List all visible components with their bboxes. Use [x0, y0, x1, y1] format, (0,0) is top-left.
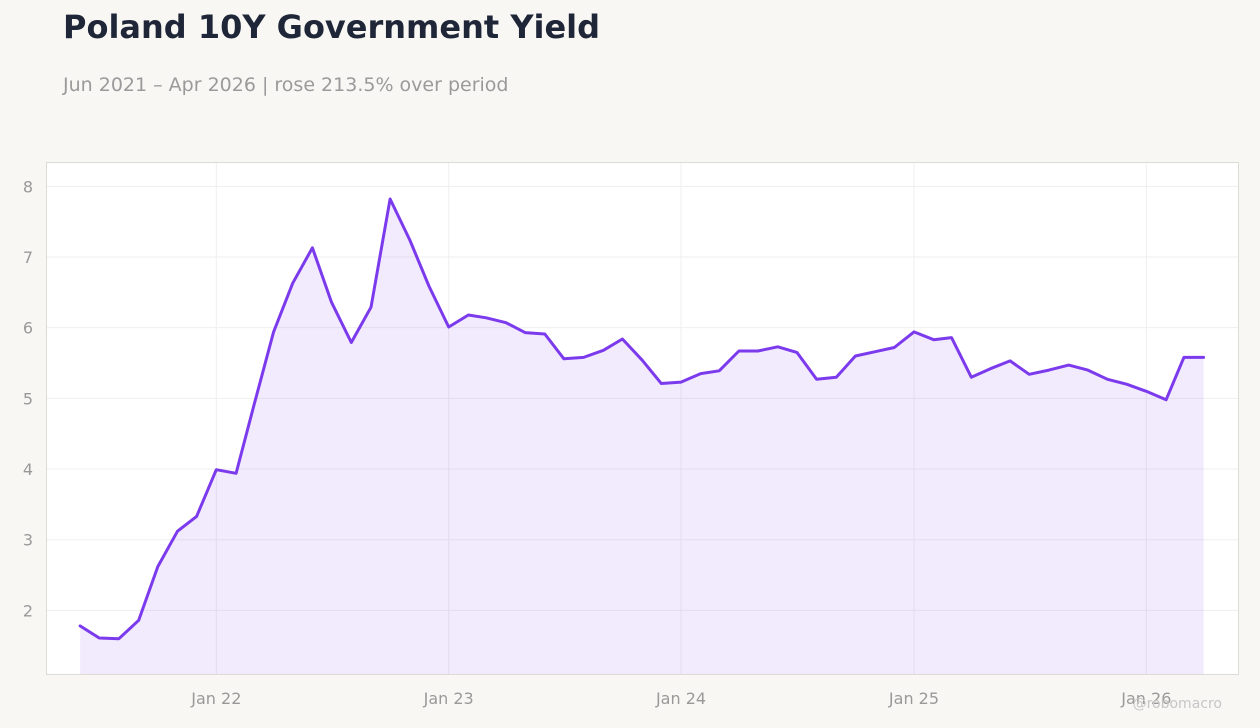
x-tick-label: Jan 25 [888, 689, 939, 708]
y-tick-label: 8 [23, 177, 33, 196]
y-tick-label: 5 [23, 389, 33, 408]
series-area-fill [80, 199, 1204, 674]
watermark: @robomacro [1132, 696, 1222, 712]
chart-title: Poland 10Y Government Yield [63, 8, 601, 46]
y-tick-label: 6 [23, 319, 33, 338]
plot-background [46, 162, 1239, 675]
y-axis-ticks: 2 3 4 5 6 7 8 [23, 177, 33, 620]
y-tick-label: 7 [23, 248, 33, 267]
grid [47, 163, 1238, 674]
y-tick-label: 2 [23, 601, 33, 620]
chart-subtitle: Jun 2021 – Apr 2026 | rose 213.5% over p… [63, 74, 509, 96]
x-axis-ticks: Jan 22 Jan 23 Jan 24 Jan 25 Jan 26 [190, 689, 1171, 708]
series-line [78, 197, 1206, 641]
x-tick-label: Jan 23 [423, 689, 474, 708]
y-tick-label: 4 [23, 460, 33, 479]
x-tick-label: Jan 26 [1120, 689, 1171, 708]
y-tick-label: 3 [23, 531, 33, 550]
x-tick-label: Jan 24 [655, 689, 706, 708]
x-tick-label: Jan 22 [190, 689, 241, 708]
